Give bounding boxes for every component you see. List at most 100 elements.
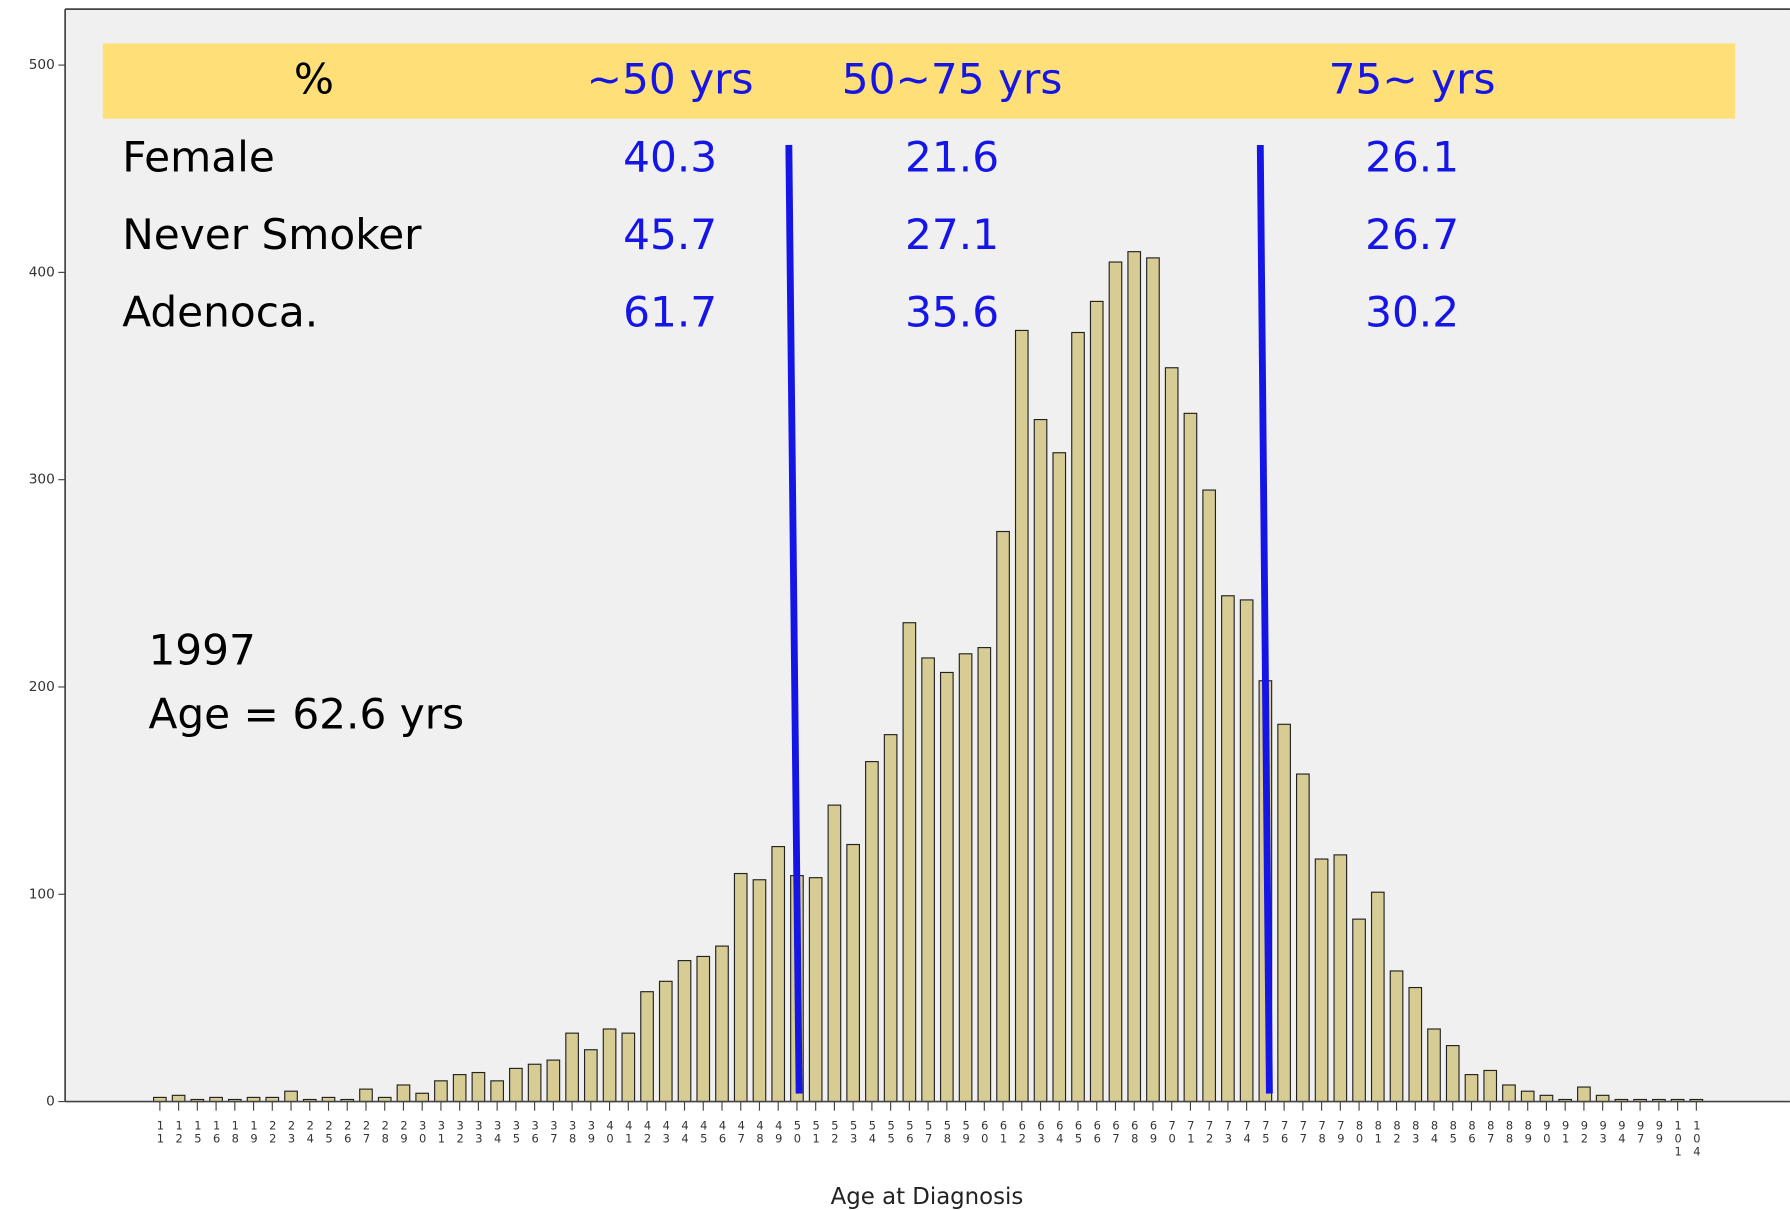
x-tick-label: 27 (359, 1119, 373, 1145)
bar (471, 1071, 486, 1103)
bar (1127, 251, 1142, 1103)
row-label: Female (122, 132, 275, 181)
x-tick-label: 48 (753, 1119, 767, 1145)
x-tick-label: 63 (1034, 1119, 1048, 1145)
x-tick-label: 55 (884, 1119, 898, 1145)
bar (1052, 452, 1067, 1103)
x-tick-label: 52 (828, 1119, 842, 1145)
x-tick-label: 23 (285, 1119, 299, 1145)
bar (1202, 489, 1217, 1103)
x-tick-label: 42 (641, 1119, 655, 1145)
table-cell: 45.7 (623, 210, 717, 259)
bar (939, 671, 954, 1103)
x-tick-label: 59 (959, 1119, 973, 1145)
bar (808, 877, 823, 1103)
bar (677, 960, 692, 1103)
bar (1427, 1028, 1441, 1103)
row-label: Never Smoker (122, 210, 422, 259)
x-tick-label: 37 (547, 1119, 561, 1145)
x-tick-label: 45 (697, 1119, 711, 1145)
x-tick-label: 29 (397, 1119, 411, 1145)
x-tick-label: 36 (528, 1119, 542, 1145)
y-tick-label: 400 (29, 264, 55, 280)
bar (1408, 986, 1423, 1103)
bar (1033, 418, 1048, 1103)
annotation: 1997 (148, 625, 255, 674)
bar (715, 945, 729, 1103)
bar (1146, 257, 1160, 1103)
x-tick-label: 77 (1296, 1119, 1310, 1145)
bar (1333, 854, 1348, 1103)
x-axis-label: Age at Diagnosis (831, 1184, 1024, 1210)
bar (1314, 858, 1329, 1103)
x-tick-label: 33 (472, 1119, 486, 1145)
bar (1071, 331, 1085, 1103)
table-cell: 30.2 (1365, 288, 1459, 337)
x-tick-label: 38 (566, 1119, 580, 1145)
bar (696, 955, 711, 1103)
bar (921, 657, 935, 1103)
bars (153, 251, 1704, 1103)
x-tick-label: 18 (228, 1119, 242, 1145)
bar (1277, 723, 1291, 1103)
bar (1352, 918, 1366, 1103)
x-tick-label: 71 (1184, 1119, 1198, 1145)
x-tick-label: 80 (1353, 1119, 1367, 1145)
x-tick-label: 12 (172, 1119, 186, 1145)
table-cell: 35.6 (905, 288, 999, 337)
x-tick-label: 47 (734, 1119, 748, 1145)
y-tick-label: 100 (29, 886, 55, 902)
bar (1296, 773, 1310, 1103)
x-tick-label: 22 (266, 1119, 280, 1145)
x-tick-label: 90 (1540, 1119, 1554, 1145)
bar (771, 846, 786, 1103)
bar (1595, 1094, 1610, 1103)
bar (396, 1084, 411, 1103)
x-tick-label: 86 (1465, 1119, 1479, 1145)
x-tick-label: 87 (1484, 1119, 1498, 1145)
bar (1445, 1045, 1460, 1103)
x-tick-label: 79 (1334, 1119, 1348, 1145)
bar (996, 530, 1010, 1103)
x-tick-label: 81 (1371, 1119, 1385, 1145)
x-tick-label: 24 (303, 1119, 317, 1145)
x-tick-label: 62 (1015, 1119, 1029, 1145)
x-tick-label: 91 (1559, 1119, 1573, 1145)
x-tick-label: 58 (940, 1119, 954, 1145)
bar (415, 1092, 430, 1103)
x-tick-label: 104 (1690, 1119, 1704, 1158)
bar (602, 1028, 617, 1103)
bar (883, 734, 898, 1103)
bar (1464, 1074, 1479, 1103)
bar (902, 622, 917, 1103)
bar (977, 647, 992, 1103)
bar (509, 1067, 523, 1103)
bar (490, 1080, 504, 1103)
table-cell: 40.3 (623, 132, 717, 181)
bar (359, 1088, 373, 1103)
bar (1089, 300, 1104, 1103)
divider-line (1256, 144, 1273, 1094)
bar (621, 1032, 636, 1103)
bar (958, 653, 973, 1103)
bar (827, 804, 842, 1103)
bar (733, 872, 748, 1103)
x-tick-label: 51 (809, 1119, 823, 1145)
x-tick-label: 40 (603, 1119, 617, 1145)
row-label: Adenoca. (122, 288, 318, 337)
x-tick-label: 66 (1090, 1119, 1104, 1145)
table-header: % (294, 55, 334, 104)
annotation: Age = 62.6 yrs (148, 689, 464, 738)
bar (1183, 412, 1198, 1103)
x-tick-label: 93 (1596, 1119, 1610, 1145)
x-tick-label: 50 (790, 1119, 804, 1145)
x-tick-label: 99 (1652, 1119, 1666, 1145)
x-tick-label: 43 (659, 1119, 673, 1145)
x-tick-label: 46 (715, 1119, 729, 1145)
x-tick-label: 60 (978, 1119, 992, 1145)
x-tick-label: 11 (153, 1119, 167, 1145)
bar (1239, 599, 1254, 1103)
x-tick-label: 15 (191, 1119, 205, 1145)
y-tick-label: 500 (29, 57, 55, 73)
bar (1520, 1090, 1535, 1103)
